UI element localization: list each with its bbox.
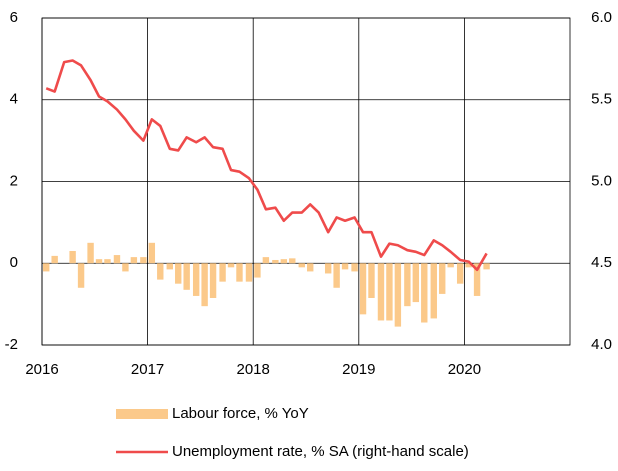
- legend-label: Unemployment rate, % SA (right-hand scal…: [172, 443, 469, 460]
- bar: [77, 263, 85, 288]
- bar: [201, 263, 208, 307]
- bar: [209, 263, 217, 298]
- bar: [51, 255, 58, 264]
- bar: [351, 263, 358, 272]
- y2-tick-label: 5.5: [591, 91, 612, 108]
- bar: [359, 263, 367, 315]
- bar: [473, 263, 481, 296]
- bar: [272, 259, 279, 264]
- bar: [192, 263, 200, 296]
- bar: [324, 263, 332, 274]
- x-tick-label: 2016: [25, 361, 58, 378]
- bar: [412, 263, 420, 303]
- x-tick-label: 2019: [342, 361, 375, 378]
- bar: [333, 263, 340, 288]
- y2-tick-label: 6.0: [591, 9, 612, 26]
- legend-swatch: [116, 409, 168, 419]
- bar: [430, 263, 437, 319]
- bar: [104, 259, 111, 264]
- y-tick-label: 0: [10, 254, 18, 271]
- bar: [465, 263, 472, 268]
- legend-label: Labour force, % YoY: [172, 405, 309, 422]
- bar: [254, 263, 261, 278]
- x-tick-label: 2017: [131, 361, 164, 378]
- y-tick-label: 6: [10, 9, 18, 26]
- bar: [175, 263, 182, 284]
- bar: [122, 263, 129, 272]
- bar: [368, 263, 375, 298]
- bar: [113, 255, 121, 264]
- bar: [95, 259, 103, 264]
- y-tick-label: -2: [5, 336, 18, 353]
- bar: [236, 263, 243, 282]
- bar: [262, 257, 270, 264]
- bar: [87, 242, 94, 264]
- x-tick-label: 2020: [448, 361, 481, 378]
- bar: [439, 263, 446, 294]
- y-tick-label: 4: [10, 91, 18, 108]
- bar: [404, 263, 411, 307]
- bar: [298, 263, 305, 268]
- bar: [386, 263, 393, 321]
- y2-tick-label: 5.0: [591, 172, 612, 189]
- bar: [280, 259, 288, 264]
- bar: [219, 263, 226, 282]
- y-tick-label: 2: [10, 172, 18, 189]
- bar: [166, 263, 173, 270]
- bar: [227, 263, 235, 268]
- bar: [394, 263, 402, 327]
- bar: [456, 263, 464, 284]
- y2-tick-label: 4.0: [591, 336, 612, 353]
- bar: [341, 263, 349, 270]
- bar: [140, 257, 147, 264]
- line: [45, 59, 488, 272]
- bar: [157, 263, 164, 280]
- x-tick-label: 2018: [237, 361, 270, 378]
- bar: [245, 263, 253, 282]
- bar: [377, 263, 385, 321]
- bar: [183, 263, 190, 290]
- y2-tick-label: 4.5: [591, 254, 612, 271]
- bar: [148, 242, 156, 264]
- bar: [43, 263, 50, 272]
- bar: [69, 250, 76, 264]
- bar: [483, 263, 490, 270]
- bar: [421, 263, 428, 323]
- bar: [130, 257, 138, 264]
- bar: [447, 263, 454, 268]
- bar: [307, 263, 314, 272]
- bar: [289, 258, 296, 264]
